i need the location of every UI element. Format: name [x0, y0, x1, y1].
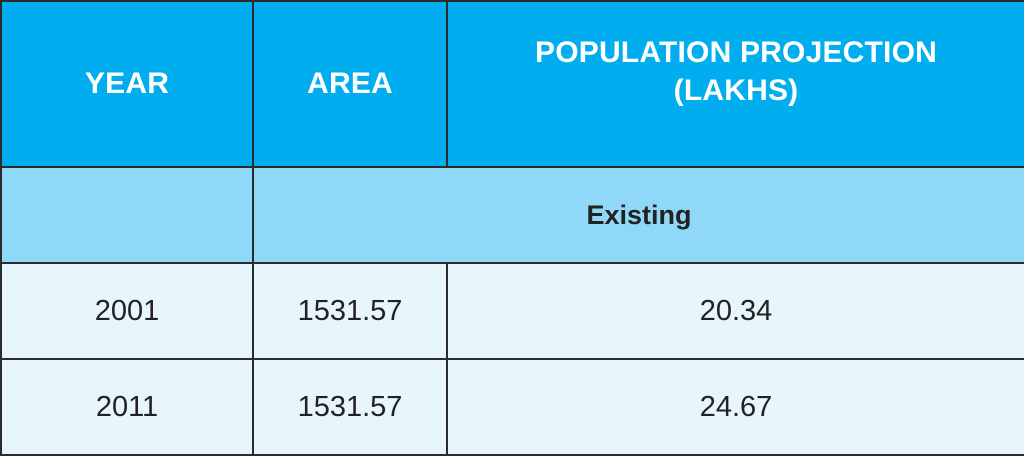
cell-population: 24.67: [446, 358, 1024, 456]
header-population-line1: POPULATION PROJECTION: [534, 36, 937, 69]
section-empty-cell: [0, 166, 254, 264]
cell-population: 20.34: [446, 262, 1024, 360]
cell-area: 1531.57: [252, 358, 448, 456]
cell-year: 2011: [0, 358, 254, 456]
cell-year: 2001: [0, 262, 254, 360]
cell-area: 1531.57: [252, 262, 448, 360]
header-population-line2: (LAKHS): [673, 74, 799, 107]
header-year: YEAR: [0, 0, 254, 168]
section-row: Existing: [0, 166, 1024, 264]
table-row: 2001 1531.57 20.34: [0, 262, 1024, 360]
section-label: Existing: [252, 166, 1024, 264]
header-row: YEAR AREA POPULATION PROJECTION (LAKHS): [0, 0, 1024, 168]
header-area: AREA: [252, 0, 448, 168]
table-row: 2011 1531.57 24.67: [0, 358, 1024, 456]
header-population: POPULATION PROJECTION (LAKHS): [446, 0, 1024, 168]
